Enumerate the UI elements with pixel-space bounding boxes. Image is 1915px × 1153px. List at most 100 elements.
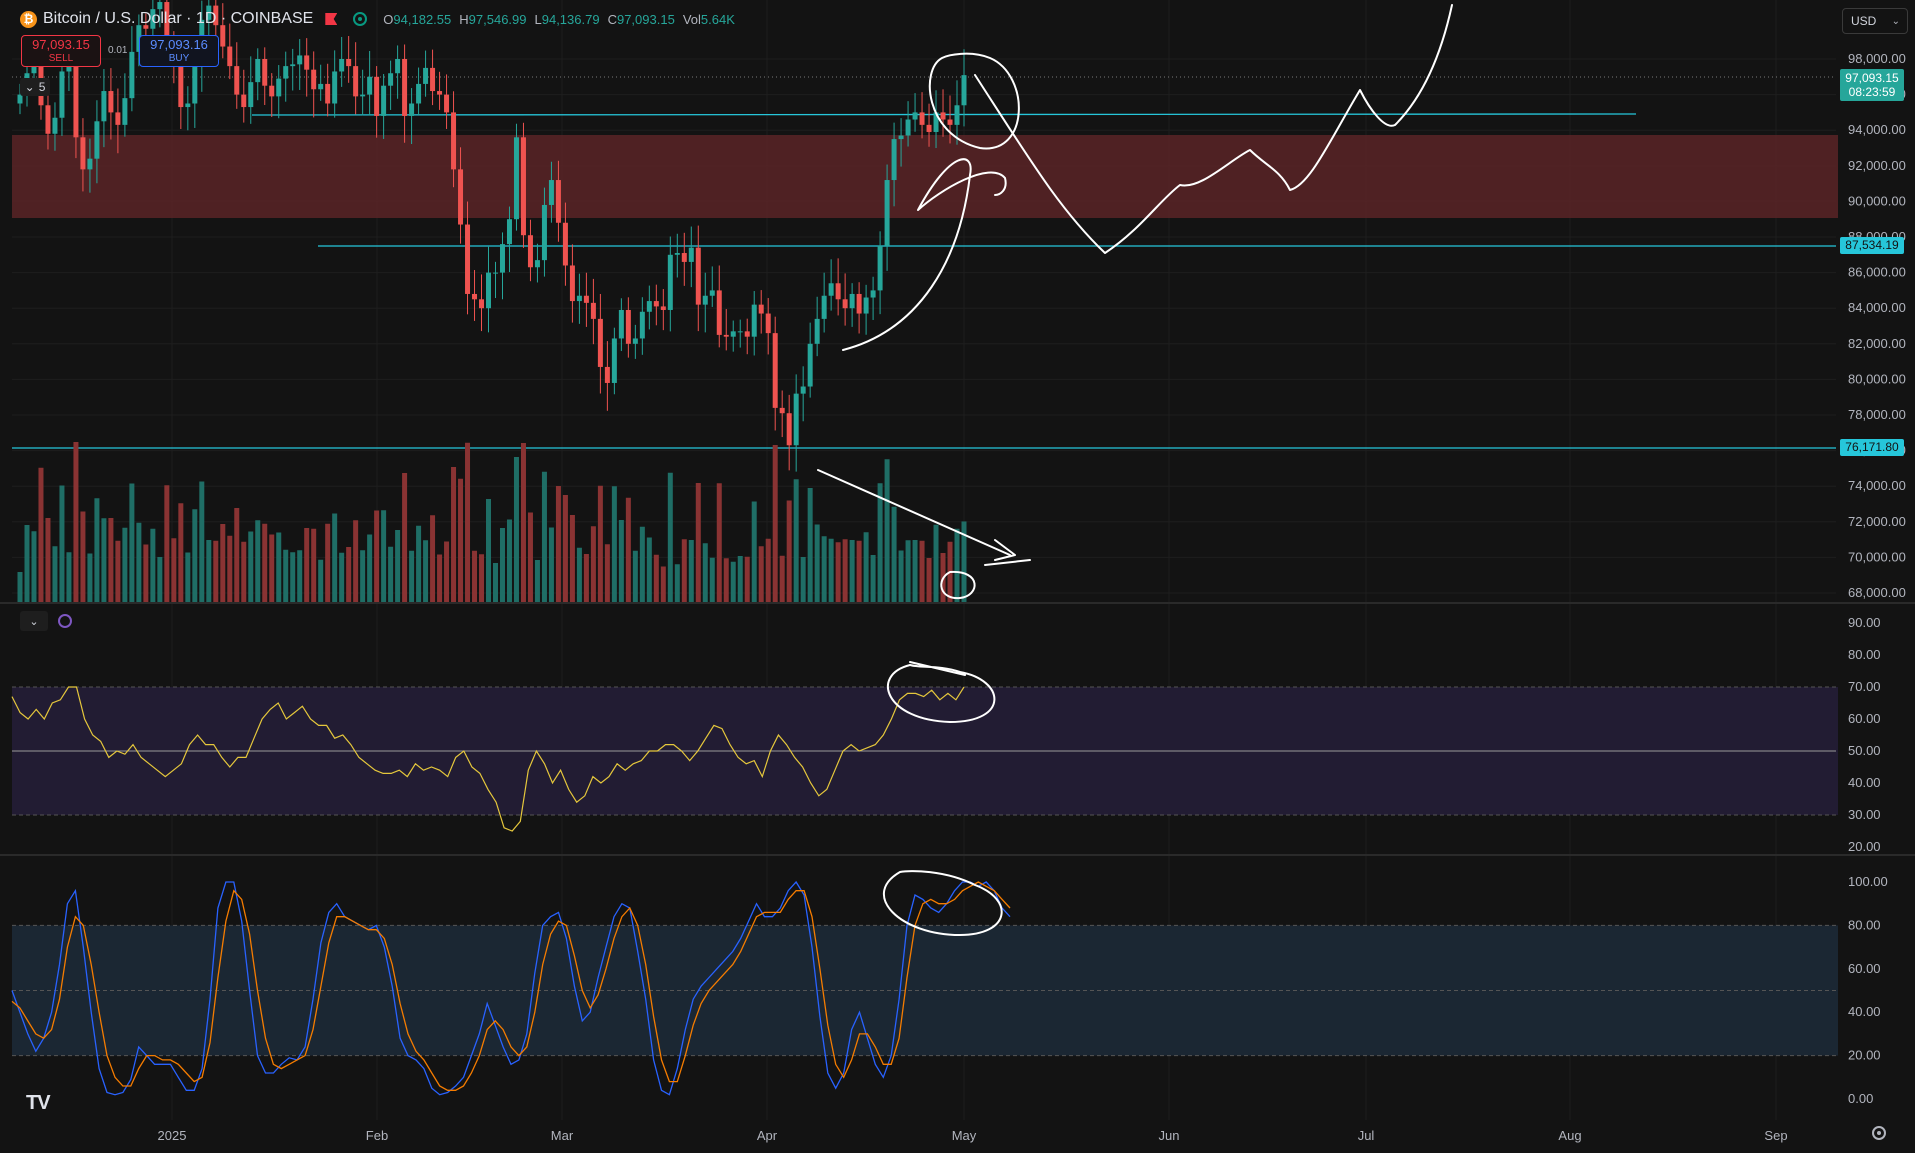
volume-bar	[604, 544, 610, 602]
volume-bar	[779, 555, 785, 602]
volume-bar	[430, 515, 436, 602]
stoch-d-line	[11, 881, 1011, 1091]
candle-body	[569, 265, 575, 302]
rsi-tick-label: 90.00	[1848, 615, 1881, 630]
candle-body	[828, 283, 834, 296]
volume-bar	[157, 557, 163, 602]
candle-body	[758, 304, 764, 314]
volume-bar	[458, 478, 464, 602]
flag-icon[interactable]	[325, 13, 338, 25]
candle-body	[367, 76, 373, 95]
buy-button[interactable]: 97,093.16 BUY	[139, 35, 219, 67]
volume-bar	[248, 531, 254, 602]
volume-bar	[625, 497, 631, 602]
volume-bar	[737, 556, 743, 602]
candle-body	[381, 85, 387, 116]
candle-body	[961, 75, 967, 106]
candle-body	[863, 297, 869, 314]
pane-collapse-button[interactable]: ⌄	[20, 611, 48, 631]
volume-bar	[171, 538, 177, 602]
candle-body	[555, 180, 561, 223]
volume-bar	[744, 556, 750, 602]
symbol-title[interactable]: Bitcoin / U.S. Dollar · 1D · COINBASE	[43, 10, 314, 27]
volume-bar	[723, 558, 729, 602]
volume-bar	[150, 528, 156, 602]
candle-body	[800, 386, 806, 394]
volume-bar	[555, 486, 561, 602]
volume-bar	[297, 550, 303, 602]
candle-body	[646, 301, 652, 312]
volume-bar	[870, 555, 876, 602]
volume-bar	[527, 512, 533, 602]
indicators-collapse-button[interactable]: ⌄ 5	[20, 78, 50, 96]
candle-body	[325, 83, 331, 104]
price-tick-label: 84,000.00	[1848, 300, 1906, 315]
rsi-tick-label: 40.00	[1848, 775, 1881, 790]
high-key: H	[459, 11, 469, 27]
volume-bar	[304, 528, 310, 602]
sell-button[interactable]: 97,093.15 SELL	[21, 35, 101, 67]
tradingview-logo[interactable]: TV	[26, 1092, 51, 1114]
volume-bar	[472, 550, 478, 602]
volume-bar	[569, 515, 575, 602]
currency-select[interactable]: USD ⌄	[1842, 8, 1908, 34]
volume-bar	[311, 528, 317, 602]
volume-bar	[374, 510, 380, 602]
volume-bar	[548, 527, 554, 602]
indicator-settings-icon[interactable]	[58, 614, 72, 628]
candle-body	[206, 5, 212, 20]
volume-bar	[178, 503, 184, 602]
price-tick-label: 94,000.00	[1848, 122, 1906, 137]
volume-bar	[45, 518, 51, 602]
gear-icon[interactable]	[1872, 1126, 1886, 1140]
volume-bar	[730, 561, 736, 602]
candle-body	[304, 55, 310, 70]
candle-body	[870, 290, 876, 298]
annotation-projection-path	[974, 4, 1453, 254]
price-tick-label: 90,000.00	[1848, 193, 1906, 208]
candle-body	[667, 254, 673, 310]
volume-bar	[520, 443, 526, 602]
volume-bar	[276, 532, 282, 602]
candle-body	[499, 244, 505, 273]
candle-body	[919, 112, 925, 125]
candle-body	[479, 299, 485, 309]
candle-body	[52, 117, 58, 134]
candle-body	[437, 91, 443, 95]
candle-body	[611, 338, 617, 383]
candle-body	[185, 103, 191, 108]
volume-bar	[709, 557, 715, 602]
market-status-icon	[353, 12, 368, 26]
buy-price: 97,093.16	[150, 37, 208, 52]
candle-body	[716, 290, 722, 335]
candle-body	[891, 139, 897, 181]
candle-body	[430, 67, 436, 92]
volume-bar	[143, 544, 149, 602]
annotation-stoch-circle	[883, 870, 1003, 936]
candle-body	[940, 112, 946, 120]
candle-body	[905, 119, 911, 136]
volume-bar	[451, 467, 457, 602]
volume-bar	[905, 540, 911, 602]
candle-body	[912, 112, 918, 120]
candle-body	[451, 112, 457, 170]
volume-bar	[800, 557, 806, 602]
volume-bar	[842, 539, 848, 602]
volume-bar	[863, 532, 869, 602]
candle-body	[269, 85, 275, 97]
candle-body	[702, 295, 708, 305]
candle-body	[562, 222, 568, 266]
candle-body	[884, 180, 890, 246]
volume-bar	[437, 554, 443, 602]
volume-bar	[807, 488, 813, 602]
candle-body	[80, 137, 86, 170]
volume-bar	[227, 535, 233, 602]
candle-body	[576, 295, 582, 302]
candle-body	[143, 25, 149, 29]
volume-bar	[402, 473, 408, 602]
horizontal-line-tag: 87,534.19	[1840, 237, 1904, 254]
volume-bar	[332, 513, 338, 602]
sell-price: 97,093.15	[32, 37, 90, 52]
chevron-down-icon: ⌄	[1891, 16, 1900, 27]
